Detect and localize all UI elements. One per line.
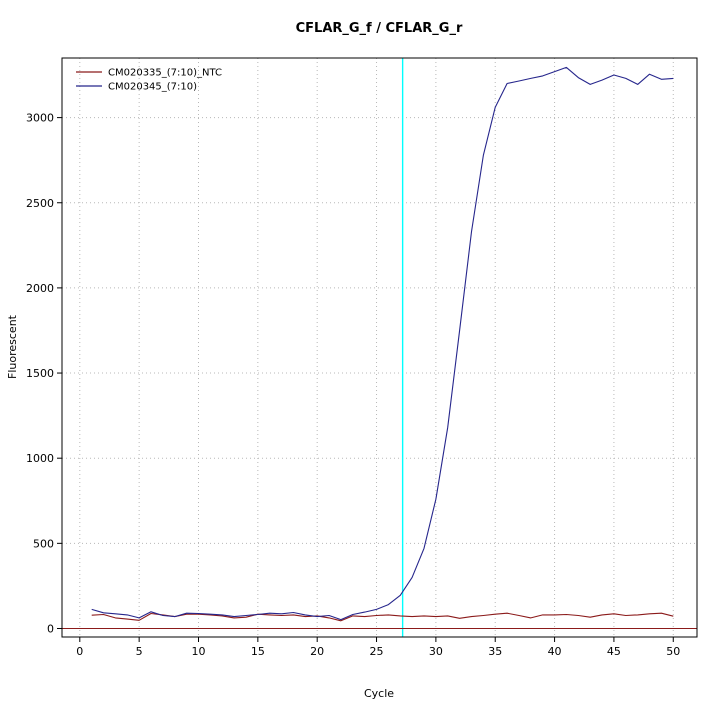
x-tick-label: 30 — [429, 645, 443, 658]
y-tick-label: 2000 — [26, 282, 54, 295]
x-tick-label: 40 — [548, 645, 562, 658]
x-tick-label: 0 — [76, 645, 83, 658]
plot-border — [61, 57, 698, 638]
x-axis-label: Cycle — [364, 687, 394, 700]
chart-title: CFLAR_G_f / CFLAR_G_r — [296, 21, 463, 36]
x-tick-label: 45 — [607, 645, 621, 658]
series-line-1 — [91, 66, 674, 621]
y-tick-label: 0 — [47, 622, 54, 635]
legend: CM020335_(7:10)_NTC CM020345_(7:10) — [76, 68, 222, 93]
x-tick-label: 5 — [136, 645, 143, 658]
legend-label-1: CM020345_(7:10) — [108, 82, 197, 93]
legend-label-0: CM020335_(7:10)_NTC — [108, 68, 222, 79]
series-line-0 — [91, 612, 674, 622]
grid-lines — [62, 58, 697, 637]
plot-area: 0 5 10 15 20 25 30 35 40 45 5005001000150020002500… — [26, 57, 698, 658]
y-tick-label: 1000 — [26, 452, 54, 465]
y-tick-label: 1500 — [26, 367, 54, 380]
x-tick-label: 50 — [666, 645, 680, 658]
y-tick-label: 500 — [33, 537, 54, 550]
y-axis-label: Fluorescent — [6, 314, 19, 379]
x-tick-label: 20 — [310, 645, 324, 658]
x-tick-label: 15 — [251, 645, 265, 658]
y-tick-label: 2500 — [26, 197, 54, 210]
axes: 0 5 10 15 20 25 30 35 40 45 5005001000150020002500… — [26, 112, 680, 658]
x-tick-label: 10 — [191, 645, 205, 658]
x-tick-label: 35 — [488, 645, 502, 658]
x-tick-label: 25 — [370, 645, 384, 658]
y-tick-label: 3000 — [26, 112, 54, 125]
